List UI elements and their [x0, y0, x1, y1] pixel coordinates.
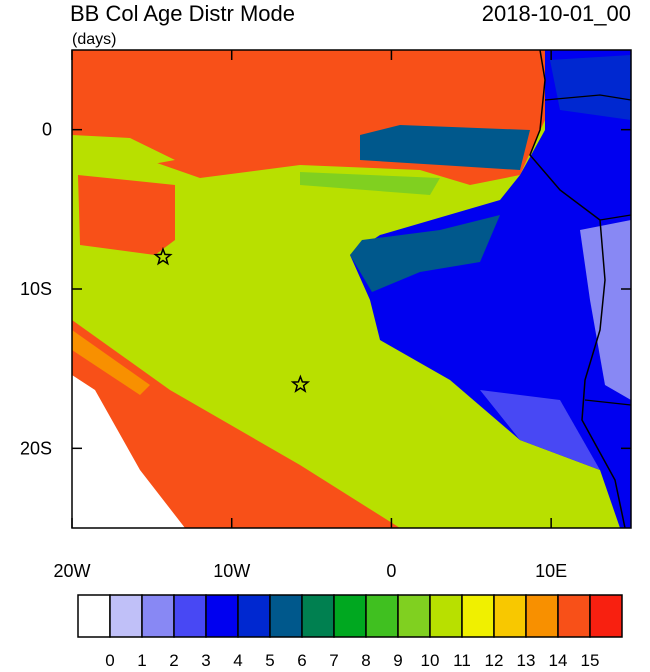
colorbar-label: 11 [453, 651, 471, 667]
site-marker [290, 374, 311, 393]
colorbar-label: 12 [485, 651, 504, 667]
colorbar-label: 15 [581, 651, 600, 667]
site-marker [153, 246, 173, 266]
colorbar-label: 5 [265, 651, 274, 667]
colorbar-box [397, 594, 431, 638]
colorbar-box [557, 594, 591, 638]
x-tick-label: 0 [386, 561, 396, 581]
y-tick-label: 10S [20, 279, 52, 299]
title: BB Col Age Distr Mode [70, 1, 295, 26]
colorbar-box [173, 594, 207, 638]
colorbar-label: 10 [421, 651, 440, 667]
colorbar-box [333, 594, 367, 638]
colorbar-label: 3 [201, 651, 210, 667]
colorbar-box [205, 594, 239, 638]
x-tick-label: 20W [53, 561, 90, 581]
colorbar-label: 7 [329, 651, 338, 667]
colorbar-box [429, 594, 463, 638]
colorbar-label: 8 [361, 651, 370, 667]
colorbar-label: 1 [137, 651, 146, 667]
colorbar-box [77, 594, 111, 638]
y-tick-label: 0 [42, 120, 52, 140]
x-tick-label: 10W [213, 561, 250, 581]
colorbar-box [365, 594, 399, 638]
colorbar-label: 6 [297, 651, 306, 667]
colorbar-box [269, 594, 303, 638]
y-tick-label: 20S [20, 438, 52, 458]
colorbar-label: 9 [393, 651, 402, 667]
colorbar-label: 0 [105, 651, 114, 667]
x-tick-label: 10E [535, 561, 567, 581]
date: 2018-10-01_00 [482, 1, 631, 26]
colorbar-box [109, 594, 143, 638]
colorbar-box [141, 594, 175, 638]
colorbar-label: 13 [517, 651, 536, 667]
colorbar-label: 4 [233, 651, 242, 667]
colorbar-box [589, 594, 623, 638]
colorbar-box [237, 594, 271, 638]
colorbar-box [525, 594, 559, 638]
colorbar-label: 2 [169, 651, 178, 667]
colorbar-label: 14 [549, 651, 568, 667]
units: (days) [72, 31, 116, 48]
colorbar-box [301, 594, 335, 638]
map-field [72, 50, 631, 528]
colorbar-box [493, 594, 527, 638]
colorbar-box [461, 594, 495, 638]
